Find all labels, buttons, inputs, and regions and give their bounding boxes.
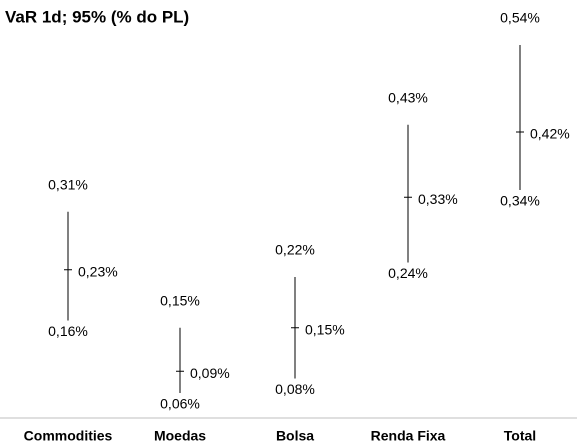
high-label: 0,22% [275, 242, 315, 258]
mid-label: 0,15% [305, 321, 345, 337]
high-label: 0,15% [160, 292, 200, 308]
low-label: 0,34% [500, 193, 540, 209]
high-label: 0,54% [500, 10, 540, 26]
category-label: Commodities [24, 428, 113, 444]
high-label: 0,31% [48, 176, 88, 192]
mid-label: 0,42% [530, 126, 570, 142]
low-label: 0,24% [388, 265, 428, 281]
mid-label: 0,33% [418, 191, 458, 207]
category-label: Bolsa [276, 428, 314, 444]
category-label: Moedas [154, 428, 206, 444]
high-label: 0,43% [388, 89, 428, 105]
category-label: Renda Fixa [371, 428, 446, 444]
chart-title: VaR 1d; 95% (% do PL) [5, 7, 189, 26]
mid-label: 0,23% [78, 263, 118, 279]
low-label: 0,16% [48, 323, 88, 339]
mid-label: 0,09% [190, 365, 230, 381]
category-label: Total [504, 428, 536, 444]
low-label: 0,06% [160, 396, 200, 412]
low-label: 0,08% [275, 381, 315, 397]
